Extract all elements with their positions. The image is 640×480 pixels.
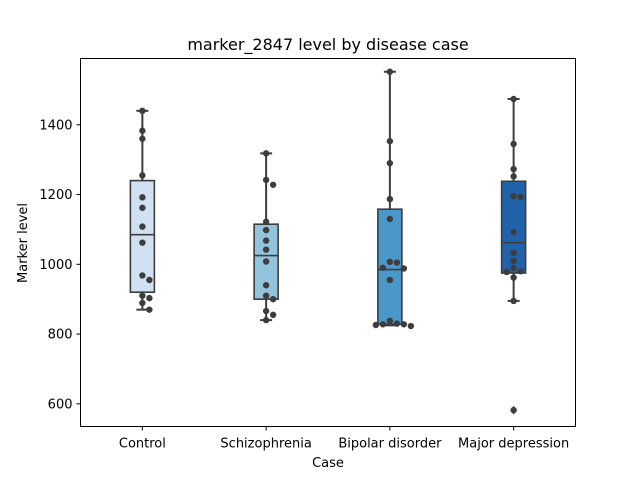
data-point — [262, 237, 270, 244]
data-point — [510, 140, 517, 148]
x-tick-label: Bipolar disorder — [338, 437, 442, 452]
data-point — [139, 172, 146, 179]
swarm-4 — [503, 95, 524, 414]
data-point — [510, 173, 517, 180]
data-point — [262, 226, 270, 234]
data-point — [393, 259, 401, 266]
data-point — [146, 276, 153, 284]
data-point — [386, 159, 394, 167]
data-point — [517, 268, 524, 275]
data-point — [510, 264, 517, 271]
y-tick-label: 1000 — [39, 258, 72, 273]
swarm-3 — [372, 68, 415, 330]
data-point — [510, 95, 517, 103]
y-tick-label: 1200 — [39, 188, 72, 203]
data-point — [400, 265, 408, 272]
x-tick-label: Schizophrenia — [220, 437, 311, 452]
data-point — [393, 320, 401, 327]
data-point — [386, 68, 394, 75]
y-tick-label: 1400 — [39, 118, 72, 133]
data-point — [510, 249, 517, 256]
data-point — [510, 257, 517, 265]
data-point — [262, 292, 270, 299]
x-axis-label: Case — [312, 456, 344, 471]
data-point — [510, 297, 517, 305]
x-tick-label: Control — [119, 437, 166, 452]
chart-title: marker_2847 level by disease case — [187, 35, 468, 55]
data-point — [262, 176, 270, 184]
data-point — [510, 406, 517, 414]
data-point — [372, 321, 380, 329]
data-point — [262, 218, 270, 225]
data-point — [386, 137, 394, 145]
data-point — [262, 258, 270, 265]
data-point — [386, 195, 394, 203]
data-point — [386, 258, 394, 266]
data-point — [510, 165, 517, 173]
data-point — [139, 194, 146, 201]
data-point — [139, 127, 146, 134]
data-point — [139, 239, 146, 246]
data-point — [139, 107, 146, 115]
data-point — [269, 295, 277, 303]
data-point — [269, 311, 277, 319]
y-tick-label: 800 — [48, 328, 73, 343]
data-point — [146, 294, 153, 302]
data-point — [139, 272, 146, 279]
data-point — [146, 306, 153, 313]
data-point — [386, 276, 394, 284]
x-tick-label: Major depression — [458, 437, 569, 452]
data-point — [379, 264, 387, 271]
x-axis: Control Schizophrenia Bipolar disorder Majo… — [119, 426, 569, 452]
data-point — [386, 215, 394, 223]
data-point — [139, 299, 146, 307]
data-point — [510, 274, 517, 281]
plot-frame — [80, 58, 576, 427]
data-point — [262, 246, 270, 253]
data-point — [139, 292, 146, 299]
data-point — [503, 268, 510, 276]
data-point — [269, 181, 277, 188]
swarm-2 — [262, 150, 277, 324]
plot-area — [129, 68, 527, 415]
data-point — [139, 135, 146, 142]
data-point — [379, 321, 387, 328]
data-point — [139, 204, 146, 211]
data-point — [139, 223, 146, 230]
data-point — [386, 317, 394, 325]
data-point — [407, 322, 415, 330]
data-point — [510, 193, 517, 200]
y-tick-label: 600 — [48, 397, 73, 412]
data-point — [510, 229, 517, 236]
data-point — [517, 193, 524, 201]
data-point — [400, 321, 408, 328]
data-point — [262, 307, 270, 315]
data-point — [262, 282, 270, 289]
swarm-1 — [139, 107, 153, 313]
y-axis: 600 800 1000 1200 1400 — [39, 118, 81, 412]
y-axis-label: Marker level — [16, 203, 31, 283]
data-point — [262, 316, 270, 324]
data-point — [262, 150, 270, 157]
